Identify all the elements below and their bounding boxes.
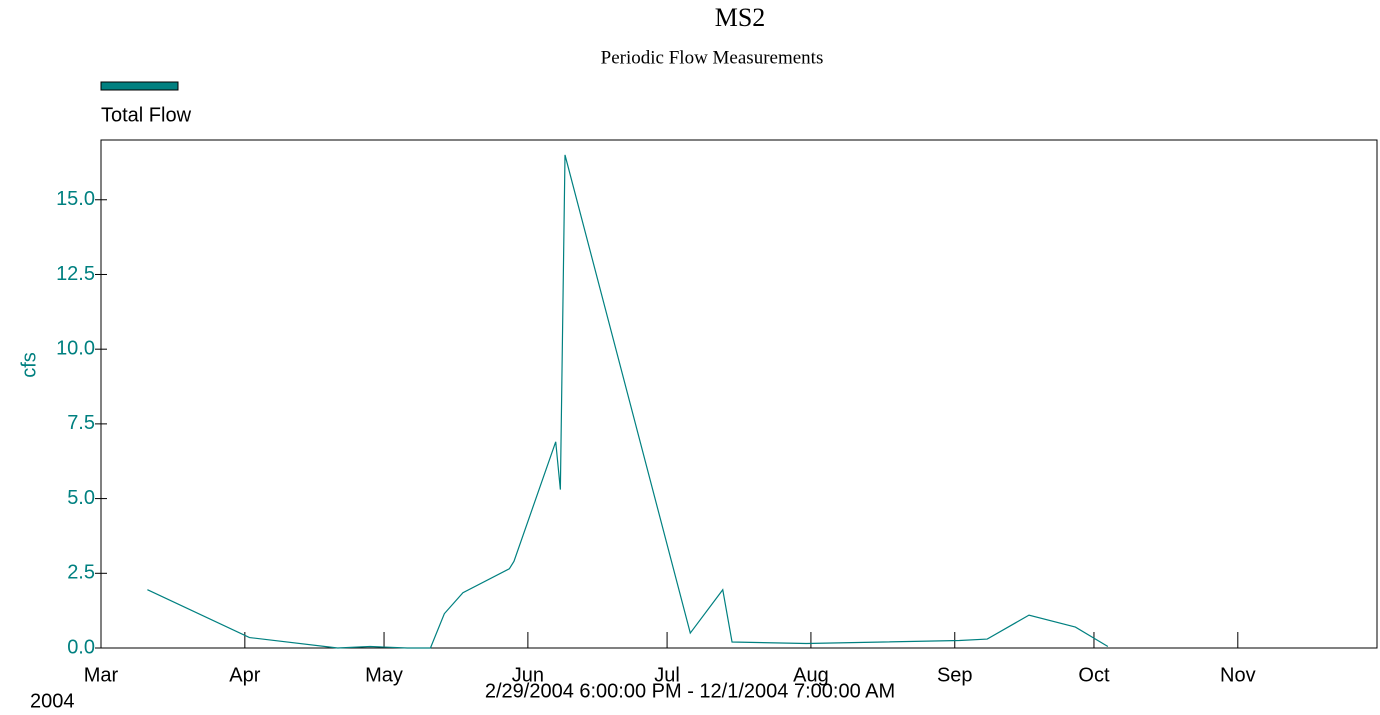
x-tick-label: Mar xyxy=(84,664,119,686)
x-tick-label: Jul xyxy=(654,664,680,686)
y-axis-label: cfs xyxy=(18,352,40,378)
x-tick-label: Jun xyxy=(512,664,544,686)
legend-label: Total Flow xyxy=(101,104,192,126)
x-tick-label: Nov xyxy=(1220,664,1256,686)
chart-subtitle: Periodic Flow Measurements xyxy=(601,47,824,68)
x-tick-label: Sep xyxy=(937,664,973,686)
y-tick-label: 10.0 xyxy=(56,337,95,359)
y-tick-label: 2.5 xyxy=(67,562,95,584)
y-tick-label: 12.5 xyxy=(56,263,95,285)
x-range-label: 2/29/2004 6:00:00 PM - 12/1/2004 7:00:00… xyxy=(485,680,895,702)
plot-frame xyxy=(100,139,1378,649)
y-tick-label: 0.0 xyxy=(67,636,95,658)
y-tick-label: 15.0 xyxy=(56,188,95,210)
x-tick-label: Apr xyxy=(229,664,260,686)
x-tick-label: Aug xyxy=(793,664,829,686)
x-tick-label: May xyxy=(365,664,403,686)
y-tick-label: 5.0 xyxy=(67,487,95,509)
x-year-label: 2004 xyxy=(30,690,75,712)
legend-swatch xyxy=(100,81,179,91)
data-line xyxy=(147,154,1109,649)
x-tick-label: Oct xyxy=(1078,664,1110,686)
y-tick-label: 7.5 xyxy=(67,412,95,434)
chart-title: MS2 xyxy=(715,3,766,32)
